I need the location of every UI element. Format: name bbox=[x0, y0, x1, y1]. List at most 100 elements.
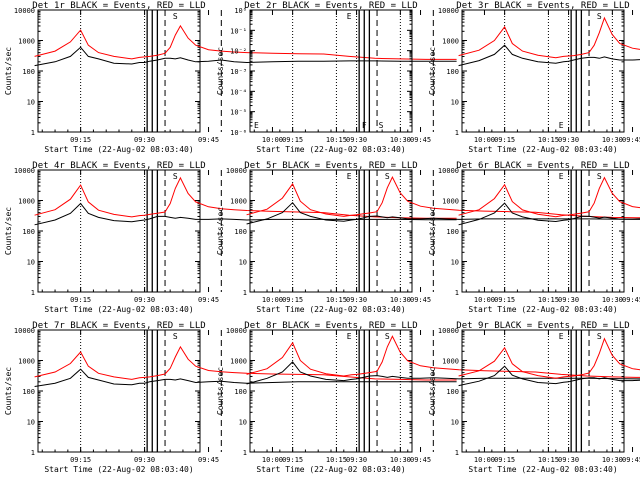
start-marker-label: S bbox=[597, 172, 602, 181]
y-tick-label: 10 bbox=[451, 419, 459, 427]
x-tick-label: 10:15 bbox=[538, 296, 559, 304]
series-line-lld bbox=[246, 176, 640, 219]
series-line-events bbox=[34, 202, 457, 226]
y-tick-label: 1 bbox=[31, 289, 35, 297]
y-tick-label: 1000 bbox=[18, 38, 35, 46]
y-tick-label: 1000 bbox=[18, 198, 35, 206]
series-line-events bbox=[458, 44, 640, 67]
y-tick-label: 100 bbox=[22, 388, 35, 396]
x-tick-label: 09:15 bbox=[494, 296, 515, 304]
x-tick-label: 10:00 bbox=[262, 456, 283, 464]
y-axis-label: Counts/sec bbox=[428, 207, 437, 255]
chart-panel-3: Det 3r BLACK = Events, RED = LLD Counts/s… bbox=[428, 1, 640, 154]
x-tick-label: 09:45 bbox=[410, 296, 431, 304]
end-marker-label: E bbox=[559, 121, 564, 130]
y-tick-label: 1 bbox=[31, 129, 35, 137]
plot-frame bbox=[37, 329, 201, 453]
y-tick-label: 100 bbox=[22, 228, 35, 236]
y-tick-label: 10000 bbox=[14, 327, 35, 335]
x-axis-label: Start Time (22-Aug-02 08:03:40) bbox=[256, 465, 405, 474]
x-tick-label: 09:15 bbox=[494, 456, 515, 464]
y-tick-label: 10000 bbox=[226, 167, 247, 175]
y-axis-label: Counts/sec bbox=[216, 207, 225, 255]
start-marker-label: S bbox=[597, 332, 602, 341]
chart-title: Det 2r BLACK = Events, RED = LLD bbox=[244, 1, 417, 11]
x-tick-label: 09:15 bbox=[282, 296, 303, 304]
chart-panel-9: Det 9r BLACK = Events, RED = LLD Counts/s… bbox=[428, 321, 640, 474]
y-axis-label: Counts/sec bbox=[4, 207, 13, 255]
x-tick-label: 09:30 bbox=[134, 296, 155, 304]
end-marker-label: E bbox=[254, 121, 259, 130]
x-tick-label: 09:45 bbox=[622, 136, 640, 144]
x-tick-label: 10:30 bbox=[390, 456, 411, 464]
y-tick-label: 10000 bbox=[438, 167, 459, 175]
plot-frame bbox=[249, 169, 413, 293]
chart-panel-8: Det 8r BLACK = Events, RED = LLD Counts/s… bbox=[216, 321, 640, 474]
y-tick-label: 10⁻³ bbox=[230, 68, 247, 76]
y-tick-label: 100 bbox=[446, 228, 459, 236]
chart-title: Det 1r BLACK = Events, RED = LLD bbox=[32, 1, 205, 11]
x-tick-label: 10:30 bbox=[390, 296, 411, 304]
y-tick-label: 10⁻² bbox=[230, 48, 247, 56]
x-axis-label: Start Time (22-Aug-02 08:03:40) bbox=[256, 145, 405, 154]
x-tick-label: 10:00 bbox=[474, 136, 495, 144]
y-tick-label: 10 bbox=[451, 259, 459, 267]
x-tick-label: 10:00 bbox=[474, 296, 495, 304]
chart-title: Det 9r BLACK = Events, RED = LLD bbox=[456, 321, 629, 331]
x-tick-label: 09:15 bbox=[70, 136, 91, 144]
end-marker-label: E bbox=[347, 12, 352, 21]
start-marker-label: S bbox=[173, 332, 178, 341]
chart-panel-6: Det 6r BLACK = Events, RED = LLD Counts/s… bbox=[428, 161, 640, 314]
start-marker-label: S bbox=[385, 172, 390, 181]
y-tick-label: 1000 bbox=[18, 358, 35, 366]
x-tick-label: 09:30 bbox=[558, 456, 579, 464]
y-tick-label: 10 bbox=[239, 259, 247, 267]
x-tick-label: 10:15 bbox=[538, 456, 559, 464]
x-tick-label: 10:30 bbox=[602, 136, 623, 144]
y-tick-label: 1 bbox=[455, 449, 459, 457]
x-tick-label: 09:15 bbox=[282, 136, 303, 144]
y-tick-label: 10000 bbox=[14, 7, 35, 15]
y-tick-label: 1000 bbox=[230, 198, 247, 206]
x-tick-label: 09:45 bbox=[198, 296, 219, 304]
y-axis-label: Counts/sec bbox=[216, 47, 225, 95]
x-tick-label: 09:15 bbox=[70, 456, 91, 464]
y-tick-label: 10000 bbox=[438, 327, 459, 335]
x-tick-label: 09:45 bbox=[410, 456, 431, 464]
y-tick-label: 10 bbox=[27, 419, 35, 427]
end-marker-label: E bbox=[347, 172, 352, 181]
y-tick-label: 1 bbox=[31, 449, 35, 457]
x-axis-label: Start Time (22-Aug-02 08:03:40) bbox=[44, 305, 193, 314]
x-tick-label: 10:00 bbox=[262, 296, 283, 304]
chart-title: Det 6r BLACK = Events, RED = LLD bbox=[456, 161, 629, 171]
series-line-events bbox=[458, 202, 640, 226]
y-tick-label: 100 bbox=[234, 388, 247, 396]
series-line-events bbox=[34, 368, 457, 387]
y-tick-label: 10000 bbox=[226, 327, 247, 335]
x-tick-label: 10:15 bbox=[326, 136, 347, 144]
plot-frame bbox=[461, 9, 625, 133]
x-tick-label: 09:30 bbox=[346, 456, 367, 464]
x-tick-label: 09:45 bbox=[622, 296, 640, 304]
chart-panel-7: Det 7r BLACK = Events, RED = LLD Counts/s… bbox=[4, 321, 457, 474]
series-line-lld bbox=[458, 176, 640, 218]
start-marker-label: S bbox=[597, 12, 602, 21]
y-tick-label: 10 bbox=[27, 259, 35, 267]
y-tick-label: 1 bbox=[455, 129, 459, 137]
x-tick-label: 10:30 bbox=[602, 456, 623, 464]
y-tick-label: 10⁰ bbox=[234, 7, 247, 15]
y-tick-label: 10 bbox=[27, 99, 35, 107]
chart-title: Det 7r BLACK = Events, RED = LLD bbox=[32, 321, 205, 331]
y-tick-label: 10⁻⁵ bbox=[230, 109, 247, 117]
x-tick-label: 10:15 bbox=[326, 296, 347, 304]
y-tick-label: 100 bbox=[446, 68, 459, 76]
y-tick-label: 1000 bbox=[442, 358, 459, 366]
x-tick-label: 09:45 bbox=[410, 136, 431, 144]
x-tick-label: 09:45 bbox=[622, 456, 640, 464]
x-tick-label: 10:30 bbox=[390, 136, 411, 144]
end-marker-label: E bbox=[347, 332, 352, 341]
y-tick-label: 100 bbox=[446, 388, 459, 396]
chart-panel-4: Det 4r BLACK = Events, RED = LLD Counts/s… bbox=[4, 161, 457, 314]
y-axis-label: Counts/sec bbox=[428, 47, 437, 95]
